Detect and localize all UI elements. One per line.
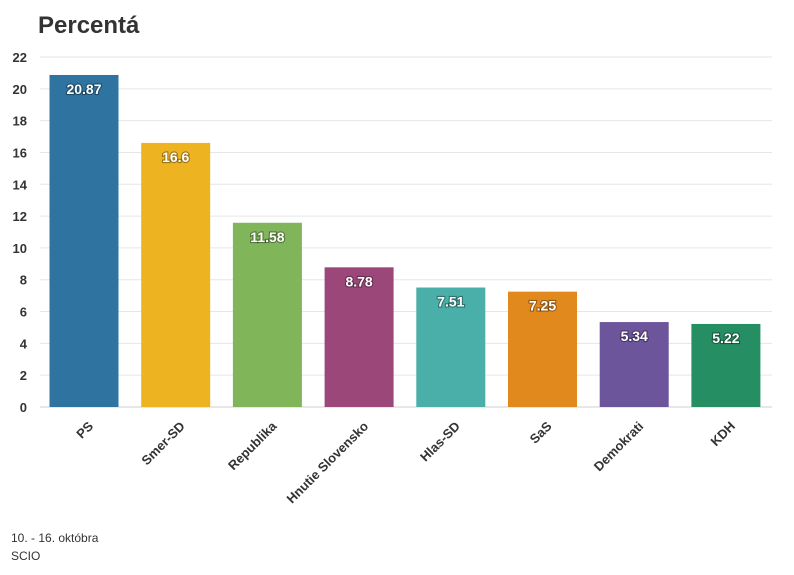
y-tick-label: 10 [13, 241, 27, 256]
y-tick-label: 8 [20, 273, 27, 288]
y-tick-label: 22 [13, 50, 27, 65]
category-label: KDH [707, 419, 738, 450]
bar [232, 222, 302, 407]
category-label: Republika [225, 418, 280, 473]
bar-value-label: 5.22 [712, 330, 739, 346]
y-tick-label: 0 [20, 400, 27, 415]
category-label: Smer-SD [138, 419, 187, 468]
category-label: PS [73, 418, 96, 441]
y-tick-label: 6 [20, 305, 27, 320]
y-tick-label: 16 [13, 145, 27, 160]
bar [416, 287, 486, 407]
bar [141, 142, 211, 407]
y-tick-label: 14 [13, 177, 28, 192]
y-tick-label: 4 [20, 336, 28, 351]
bar [508, 291, 577, 407]
bar [49, 74, 119, 408]
category-label: Hlas-SD [417, 419, 463, 465]
bar [324, 267, 394, 407]
bar-value-label: 8.78 [345, 273, 372, 289]
bar-value-label: 20.87 [66, 81, 101, 97]
y-tick-label: 2 [20, 368, 27, 383]
bar-value-label: 5.34 [621, 328, 648, 344]
category-label: Demokrati [591, 419, 647, 475]
bar [691, 323, 761, 407]
chart-title: Percentá [38, 12, 140, 39]
bar-value-label: 7.51 [437, 294, 464, 310]
bar-value-label: 11.58 [250, 229, 284, 245]
category-label: Hnutie Slovensko [283, 418, 371, 506]
y-tick-label: 18 [13, 114, 27, 129]
date-range-note: 10. - 16. októbra [11, 531, 99, 545]
bar-value-label: 7.25 [529, 298, 556, 314]
bar [599, 322, 669, 407]
source-note: SCIO [11, 549, 41, 563]
category-label: SaS [527, 418, 555, 446]
y-tick-label: 20 [13, 82, 27, 97]
bar-value-label: 16.6 [162, 149, 189, 165]
y-tick-label: 12 [13, 209, 27, 224]
